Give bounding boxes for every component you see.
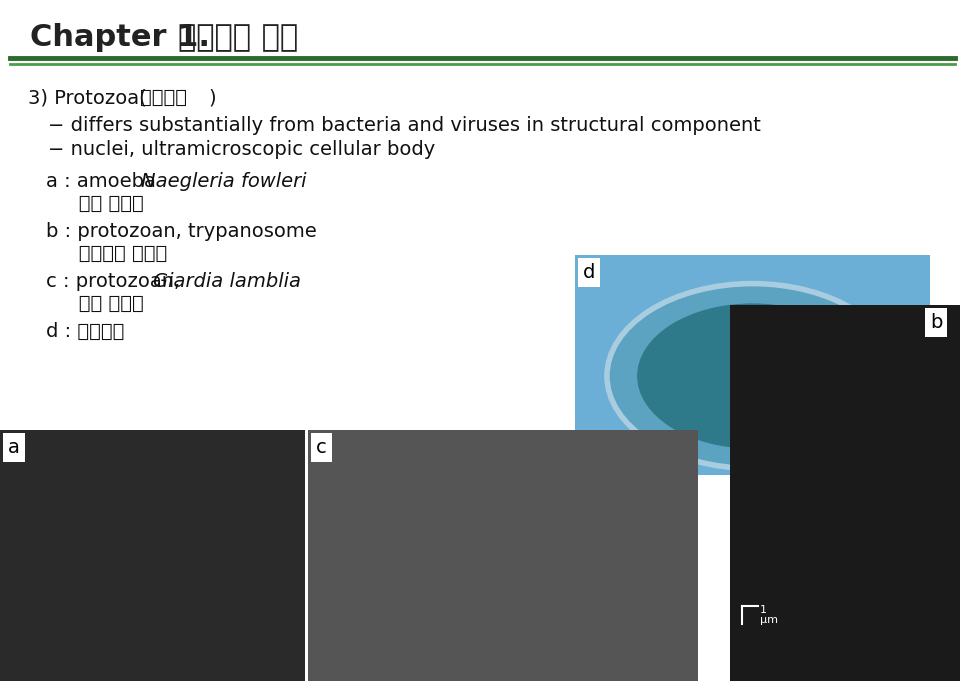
Text: 3) Protozoa(: 3) Protozoa( <box>28 88 147 107</box>
Ellipse shape <box>637 304 868 449</box>
Text: − differs substantially from bacteria and viruses in structural component: − differs substantially from bacteria an… <box>48 116 761 135</box>
Text: Giardia lamblia: Giardia lamblia <box>153 272 301 291</box>
Text: ): ) <box>208 88 216 107</box>
Text: 미생물의 세계: 미생물의 세계 <box>178 24 299 52</box>
Text: b: b <box>930 313 943 332</box>
Ellipse shape <box>607 283 898 469</box>
Text: μm: μm <box>760 615 778 625</box>
Text: d : 집신벌레: d : 집신벌레 <box>46 322 125 341</box>
Text: Chapter 1.: Chapter 1. <box>30 24 221 52</box>
Text: 1: 1 <box>760 605 767 615</box>
Text: a: a <box>8 438 20 457</box>
Text: 인간 설사병: 인간 설사병 <box>60 294 144 313</box>
Text: c: c <box>316 438 326 457</box>
Text: 인간 수막염: 인간 수막염 <box>60 194 144 213</box>
Text: d: d <box>583 263 595 282</box>
Text: Naegleria fowleri: Naegleria fowleri <box>141 172 306 191</box>
Text: − nuclei, ultramicroscopic cellular body: − nuclei, ultramicroscopic cellular body <box>48 140 435 159</box>
Text: c : protozoan,: c : protozoan, <box>46 272 186 291</box>
Bar <box>308 430 698 681</box>
Text: 원생동물: 원생동물 <box>140 88 187 107</box>
Bar <box>0 430 305 681</box>
Text: 아프리카 수면병: 아프리카 수면병 <box>60 244 167 263</box>
Bar <box>575 255 930 475</box>
Bar <box>730 305 960 681</box>
Text: a : amoeba: a : amoeba <box>46 172 162 191</box>
Text: b : protozoan, trypanosome: b : protozoan, trypanosome <box>46 222 317 241</box>
